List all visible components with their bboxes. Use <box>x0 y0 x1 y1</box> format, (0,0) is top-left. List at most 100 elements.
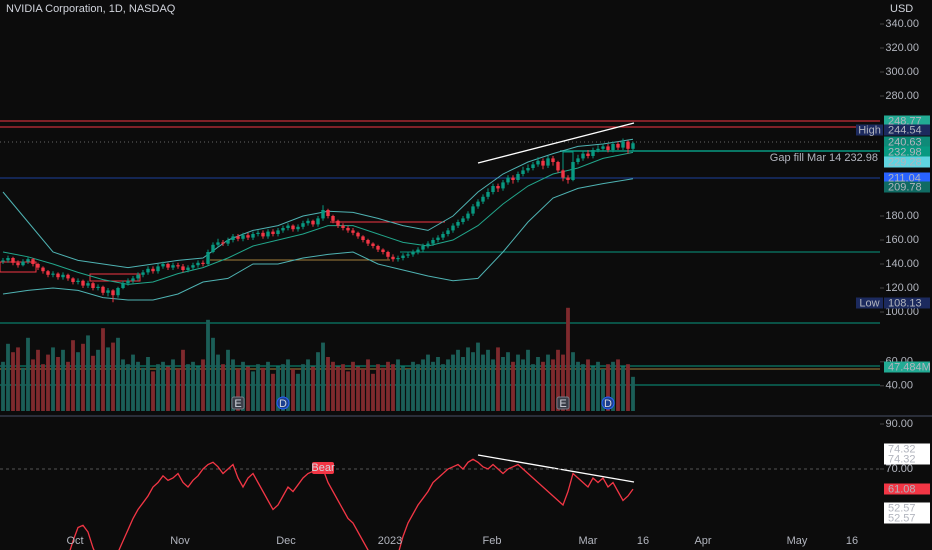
volume-bar <box>316 352 320 411</box>
candle-body <box>81 280 85 286</box>
volume-bar <box>41 364 45 411</box>
volume-bar <box>556 349 560 411</box>
volume-bar <box>11 352 15 411</box>
volume-bar <box>416 364 420 411</box>
volume-bar <box>226 349 230 411</box>
volume-bar <box>61 349 65 411</box>
candle-body <box>1 260 5 262</box>
candle-body <box>71 278 75 282</box>
volume-bar <box>281 364 285 411</box>
volume-bar <box>156 364 160 411</box>
candle-body <box>426 243 430 246</box>
x-tick-label: Apr <box>694 535 711 547</box>
price-label: 108.13 <box>888 297 922 309</box>
candle-body <box>166 264 170 268</box>
candle-body <box>466 213 470 219</box>
price-label-box <box>884 512 930 524</box>
candle-body <box>56 273 60 278</box>
candle-body <box>201 262 205 264</box>
volume-bar <box>461 357 465 411</box>
volume-bar <box>136 361 140 411</box>
candle-body <box>431 240 435 244</box>
candle-body <box>401 255 405 258</box>
candle-body <box>621 141 625 148</box>
volume-bar <box>146 357 150 411</box>
price-label: 211.04 <box>888 172 921 184</box>
candle-body <box>276 230 280 234</box>
candle-body <box>256 232 260 234</box>
volume-bar <box>341 364 345 411</box>
volume-bar <box>371 373 375 411</box>
price-label: 248.77 <box>888 115 922 127</box>
y-tick-label: 300.00 <box>885 66 919 78</box>
volume-bar <box>436 357 440 411</box>
volume-bar <box>296 373 300 411</box>
candle-body <box>586 153 590 156</box>
volume-bar <box>231 359 235 411</box>
volume-bar <box>411 361 415 411</box>
candle-body <box>406 254 410 256</box>
event-icon <box>276 396 290 410</box>
volume-bar <box>116 337 120 411</box>
volume-bar <box>6 343 10 411</box>
volume-bar <box>121 359 125 411</box>
candle-body <box>126 280 130 284</box>
candle-body <box>576 158 580 162</box>
x-tick-label: Mar <box>579 535 598 547</box>
volume-bar <box>261 367 265 411</box>
candle-body <box>531 164 535 168</box>
volume-bar <box>86 335 90 411</box>
rsi-tick-label: 70.00 <box>885 463 913 475</box>
volume-bar <box>181 349 185 411</box>
volume-bar <box>451 354 455 411</box>
candle-body <box>456 222 460 226</box>
candle-body <box>96 286 100 288</box>
candle-body <box>106 290 110 293</box>
volume-bar <box>446 359 450 411</box>
rsi-tick-label: 90.00 <box>885 418 913 430</box>
candle-body <box>391 256 395 260</box>
volume-bar <box>206 319 210 411</box>
candle-body <box>66 274 70 279</box>
volume-bar <box>311 366 315 411</box>
candle-body <box>156 266 160 272</box>
band-middle <box>2 151 634 285</box>
candle-body <box>206 252 210 264</box>
volume-bar <box>126 364 130 411</box>
annotation-text: Bear <box>311 462 335 474</box>
volume-bar <box>541 361 545 411</box>
candle-body <box>351 230 355 233</box>
volume-bar <box>106 347 110 411</box>
volume-bar <box>286 359 290 411</box>
candle-body <box>296 226 300 230</box>
volume-bar <box>221 364 225 411</box>
candle-body <box>501 182 505 189</box>
volume-bar <box>141 367 145 411</box>
candle-body <box>121 283 125 288</box>
price-label: 209.78 <box>888 181 922 193</box>
candle-body <box>211 244 215 252</box>
volume-bar <box>376 364 380 411</box>
candle-body <box>316 218 320 225</box>
candle-body <box>231 236 235 240</box>
volume-bar <box>306 359 310 411</box>
y-tick-label: 160.00 <box>885 234 919 246</box>
volume-bar <box>1 361 5 411</box>
candle-body <box>36 264 40 268</box>
candle-body <box>596 148 600 150</box>
candle-body <box>226 240 230 244</box>
volume-bar <box>351 361 355 411</box>
candle-body <box>51 273 55 275</box>
event-label: D <box>279 398 287 410</box>
candle-body <box>546 158 550 166</box>
candle-body <box>331 216 335 221</box>
volume-bar <box>251 371 255 411</box>
y-tick-label: 100.00 <box>885 306 919 318</box>
volume-bar <box>456 349 460 411</box>
volume-bar <box>491 359 495 411</box>
price-label: 47.484M <box>888 361 931 373</box>
candle-body <box>521 170 525 174</box>
